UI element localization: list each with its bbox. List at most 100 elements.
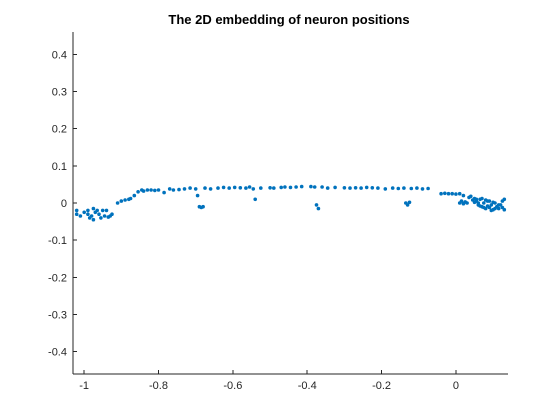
data-point [461,193,466,198]
data-point [353,186,358,190]
data-point [149,188,153,192]
data-point [314,203,319,207]
data-point [216,186,220,190]
data-point [409,186,414,191]
data-point [74,212,79,216]
y-tick-label: 0.4 [52,49,67,61]
data-point [482,205,486,210]
y-tick-label: -0.4 [48,347,67,359]
data-point [145,188,150,192]
data-point [201,204,205,209]
data-point [82,210,86,215]
data-points [74,184,507,222]
data-point [348,186,352,190]
data-point [483,198,488,202]
data-point [182,187,187,191]
data-point [167,187,172,191]
data-point [91,217,96,222]
data-point [396,186,401,191]
data-point [478,204,482,208]
data-point [188,186,192,190]
data-point [100,208,105,213]
data-point [390,186,395,190]
data-point [502,207,507,212]
data-point [459,199,464,203]
y-tick-label: 0.2 [52,124,67,136]
data-point [95,208,99,213]
data-point [309,184,313,189]
data-point [91,206,96,211]
data-point [156,188,161,192]
axes [72,32,508,375]
data-point [195,193,200,198]
data-point [450,191,455,196]
data-point [443,191,447,196]
data-point [476,201,481,205]
data-point [383,187,388,191]
data-point [482,201,486,205]
data-point [247,185,252,189]
data-point [439,191,443,196]
data-point [316,206,321,211]
data-point [268,186,272,190]
data-point [272,186,276,190]
data-point [99,216,103,220]
data-point [480,196,484,201]
data-point [402,186,406,190]
data-point [238,186,243,190]
x-tick-label: 0 [453,380,459,392]
data-point [474,197,479,202]
data-point [162,190,166,195]
x-tick-label: -0.8 [149,380,168,392]
data-point [86,212,90,216]
data-point [426,186,430,191]
data-point [97,212,101,216]
data-point [171,188,176,192]
y-tick-label: 0.3 [52,86,67,98]
data-point [279,185,284,190]
data-point [491,200,495,205]
data-point [253,197,257,202]
data-point [415,186,419,190]
y-tick-label: -0.1 [48,235,67,247]
data-point [193,187,198,191]
x-tick-label: -1 [79,380,89,392]
data-point [251,187,256,191]
data-point [227,186,231,190]
data-point [405,203,410,207]
data-point [320,185,324,189]
data-point [153,188,157,193]
data-point [489,203,494,207]
data-point [288,185,293,190]
data-point [244,186,248,190]
data-point [132,193,137,198]
data-point [472,200,477,205]
data-point [376,186,380,190]
data-point [407,200,412,205]
y-tick-label: 0 [61,198,67,210]
x-tick-label: -0.4 [298,380,317,392]
data-point [485,204,490,208]
y-tick-label: 0.1 [52,161,67,173]
data-point [208,187,213,191]
data-point [136,190,140,194]
data-point [333,185,337,190]
data-point [342,186,347,190]
data-point [446,191,451,196]
data-point [465,201,469,205]
data-point [364,185,369,190]
data-point [489,208,494,213]
data-point [141,189,146,193]
data-point [177,187,181,192]
data-point [123,198,127,202]
data-point [89,214,94,218]
data-point [102,214,107,218]
data-point [487,199,492,203]
data-point [420,187,425,191]
x-tick-label: -0.2 [372,380,391,392]
data-point [203,186,207,190]
y-tick-label: -0.3 [48,310,67,322]
chart-title: The 2D embedding of neuron positions [168,12,409,27]
